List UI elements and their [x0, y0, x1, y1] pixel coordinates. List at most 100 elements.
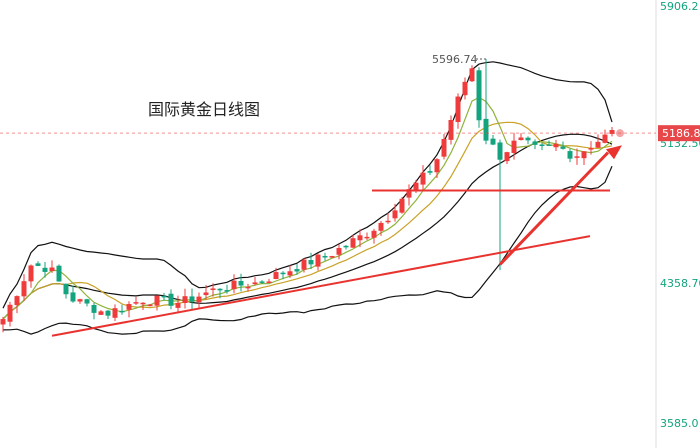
candle-down	[217, 288, 223, 291]
candle-up	[595, 141, 601, 148]
candle-up	[140, 302, 146, 305]
candle-up	[182, 296, 188, 303]
candle-up	[553, 143, 559, 148]
candle-down	[56, 265, 62, 282]
bollinger-mid	[2, 133, 613, 320]
candle-down	[168, 293, 174, 306]
candle-up	[231, 280, 237, 290]
candle-up	[154, 295, 160, 306]
candle-up	[378, 222, 384, 231]
candle-down	[322, 255, 328, 258]
candle-up	[448, 119, 454, 140]
candle-up	[203, 292, 209, 296]
candles	[0, 58, 615, 333]
candle-down	[294, 269, 300, 272]
candle-down	[42, 267, 48, 272]
uptrend-arrow-shaft	[498, 151, 610, 266]
candle-up	[413, 182, 419, 191]
candle-down	[119, 310, 125, 313]
high-annotation: 5596.74	[432, 53, 488, 66]
candle-up	[350, 238, 356, 248]
candle-down	[63, 283, 69, 295]
candle-up	[315, 254, 321, 267]
candle-up	[126, 304, 132, 310]
candle-up	[441, 138, 447, 157]
candle-up	[399, 198, 405, 213]
candle-up	[511, 140, 517, 153]
ma-10-line	[2, 121, 613, 320]
last-price-tag: 5186.8	[658, 125, 700, 142]
candle-down	[476, 70, 482, 121]
candle-up	[434, 159, 440, 173]
candle-up	[385, 220, 391, 223]
candle-up	[133, 302, 139, 304]
candle-up	[609, 130, 615, 134]
candle-down	[343, 245, 349, 248]
candle-down	[259, 281, 265, 283]
candle-up	[581, 151, 587, 159]
candle-up	[469, 68, 475, 82]
candle-up	[371, 230, 377, 238]
candle-up	[574, 156, 580, 158]
candle-up	[147, 304, 153, 307]
chart-title: 国际黄金日线图	[148, 100, 260, 119]
candle-up	[336, 248, 342, 255]
candle-up	[14, 296, 20, 306]
candle-up	[406, 189, 412, 198]
candle-up	[0, 319, 6, 325]
candle-down	[567, 151, 573, 159]
candle-down	[224, 290, 230, 292]
ma-5-line	[2, 96, 613, 320]
candle-down	[280, 272, 286, 275]
candle-up	[357, 235, 363, 241]
candle-up	[518, 137, 524, 141]
plot-area	[0, 0, 656, 448]
candle-up	[364, 236, 370, 239]
candle-down	[308, 260, 314, 265]
candle-up	[98, 311, 104, 315]
candle-up	[392, 210, 398, 219]
candle-up	[252, 282, 258, 285]
candle-up	[7, 304, 13, 322]
candle-down	[532, 141, 538, 145]
candle-up	[266, 281, 272, 283]
candle-up	[588, 148, 594, 150]
candle-up	[28, 265, 34, 282]
support-trendline	[51, 235, 591, 337]
candle-up	[210, 288, 216, 290]
candle-down	[497, 142, 503, 160]
uptrend-arrow-head	[606, 145, 622, 160]
candle-down	[105, 310, 111, 316]
candle-up	[175, 302, 181, 308]
last-price-label: 5186.8	[662, 127, 700, 140]
bollinger-bands	[2, 61, 613, 335]
candle-up	[77, 299, 83, 302]
candle-down	[546, 144, 552, 146]
candle-down	[490, 138, 496, 145]
candle-up	[455, 96, 461, 123]
candle-down	[525, 137, 531, 141]
candle-up	[196, 296, 202, 303]
candle-up	[602, 134, 608, 143]
candle-up	[504, 152, 510, 162]
candle-down	[35, 263, 41, 266]
bollinger-upper	[2, 61, 613, 309]
y-tick-label: 3585.0	[660, 417, 699, 430]
candle-up	[329, 256, 335, 258]
candle-up	[301, 259, 307, 270]
candle-up	[287, 271, 293, 276]
last-price-tag-bg	[658, 125, 700, 142]
candle-up	[462, 81, 468, 96]
candle-up	[49, 267, 55, 272]
candle-up	[112, 308, 118, 318]
candle-down	[238, 280, 244, 286]
y-tick-label: 5906.2	[660, 0, 699, 13]
candle-down	[539, 144, 545, 146]
trend-annotations	[51, 129, 624, 337]
y-tick-label: 4358.70	[660, 277, 700, 290]
candle-up	[21, 281, 27, 297]
candle-down	[84, 299, 90, 304]
candle-down	[427, 171, 433, 173]
